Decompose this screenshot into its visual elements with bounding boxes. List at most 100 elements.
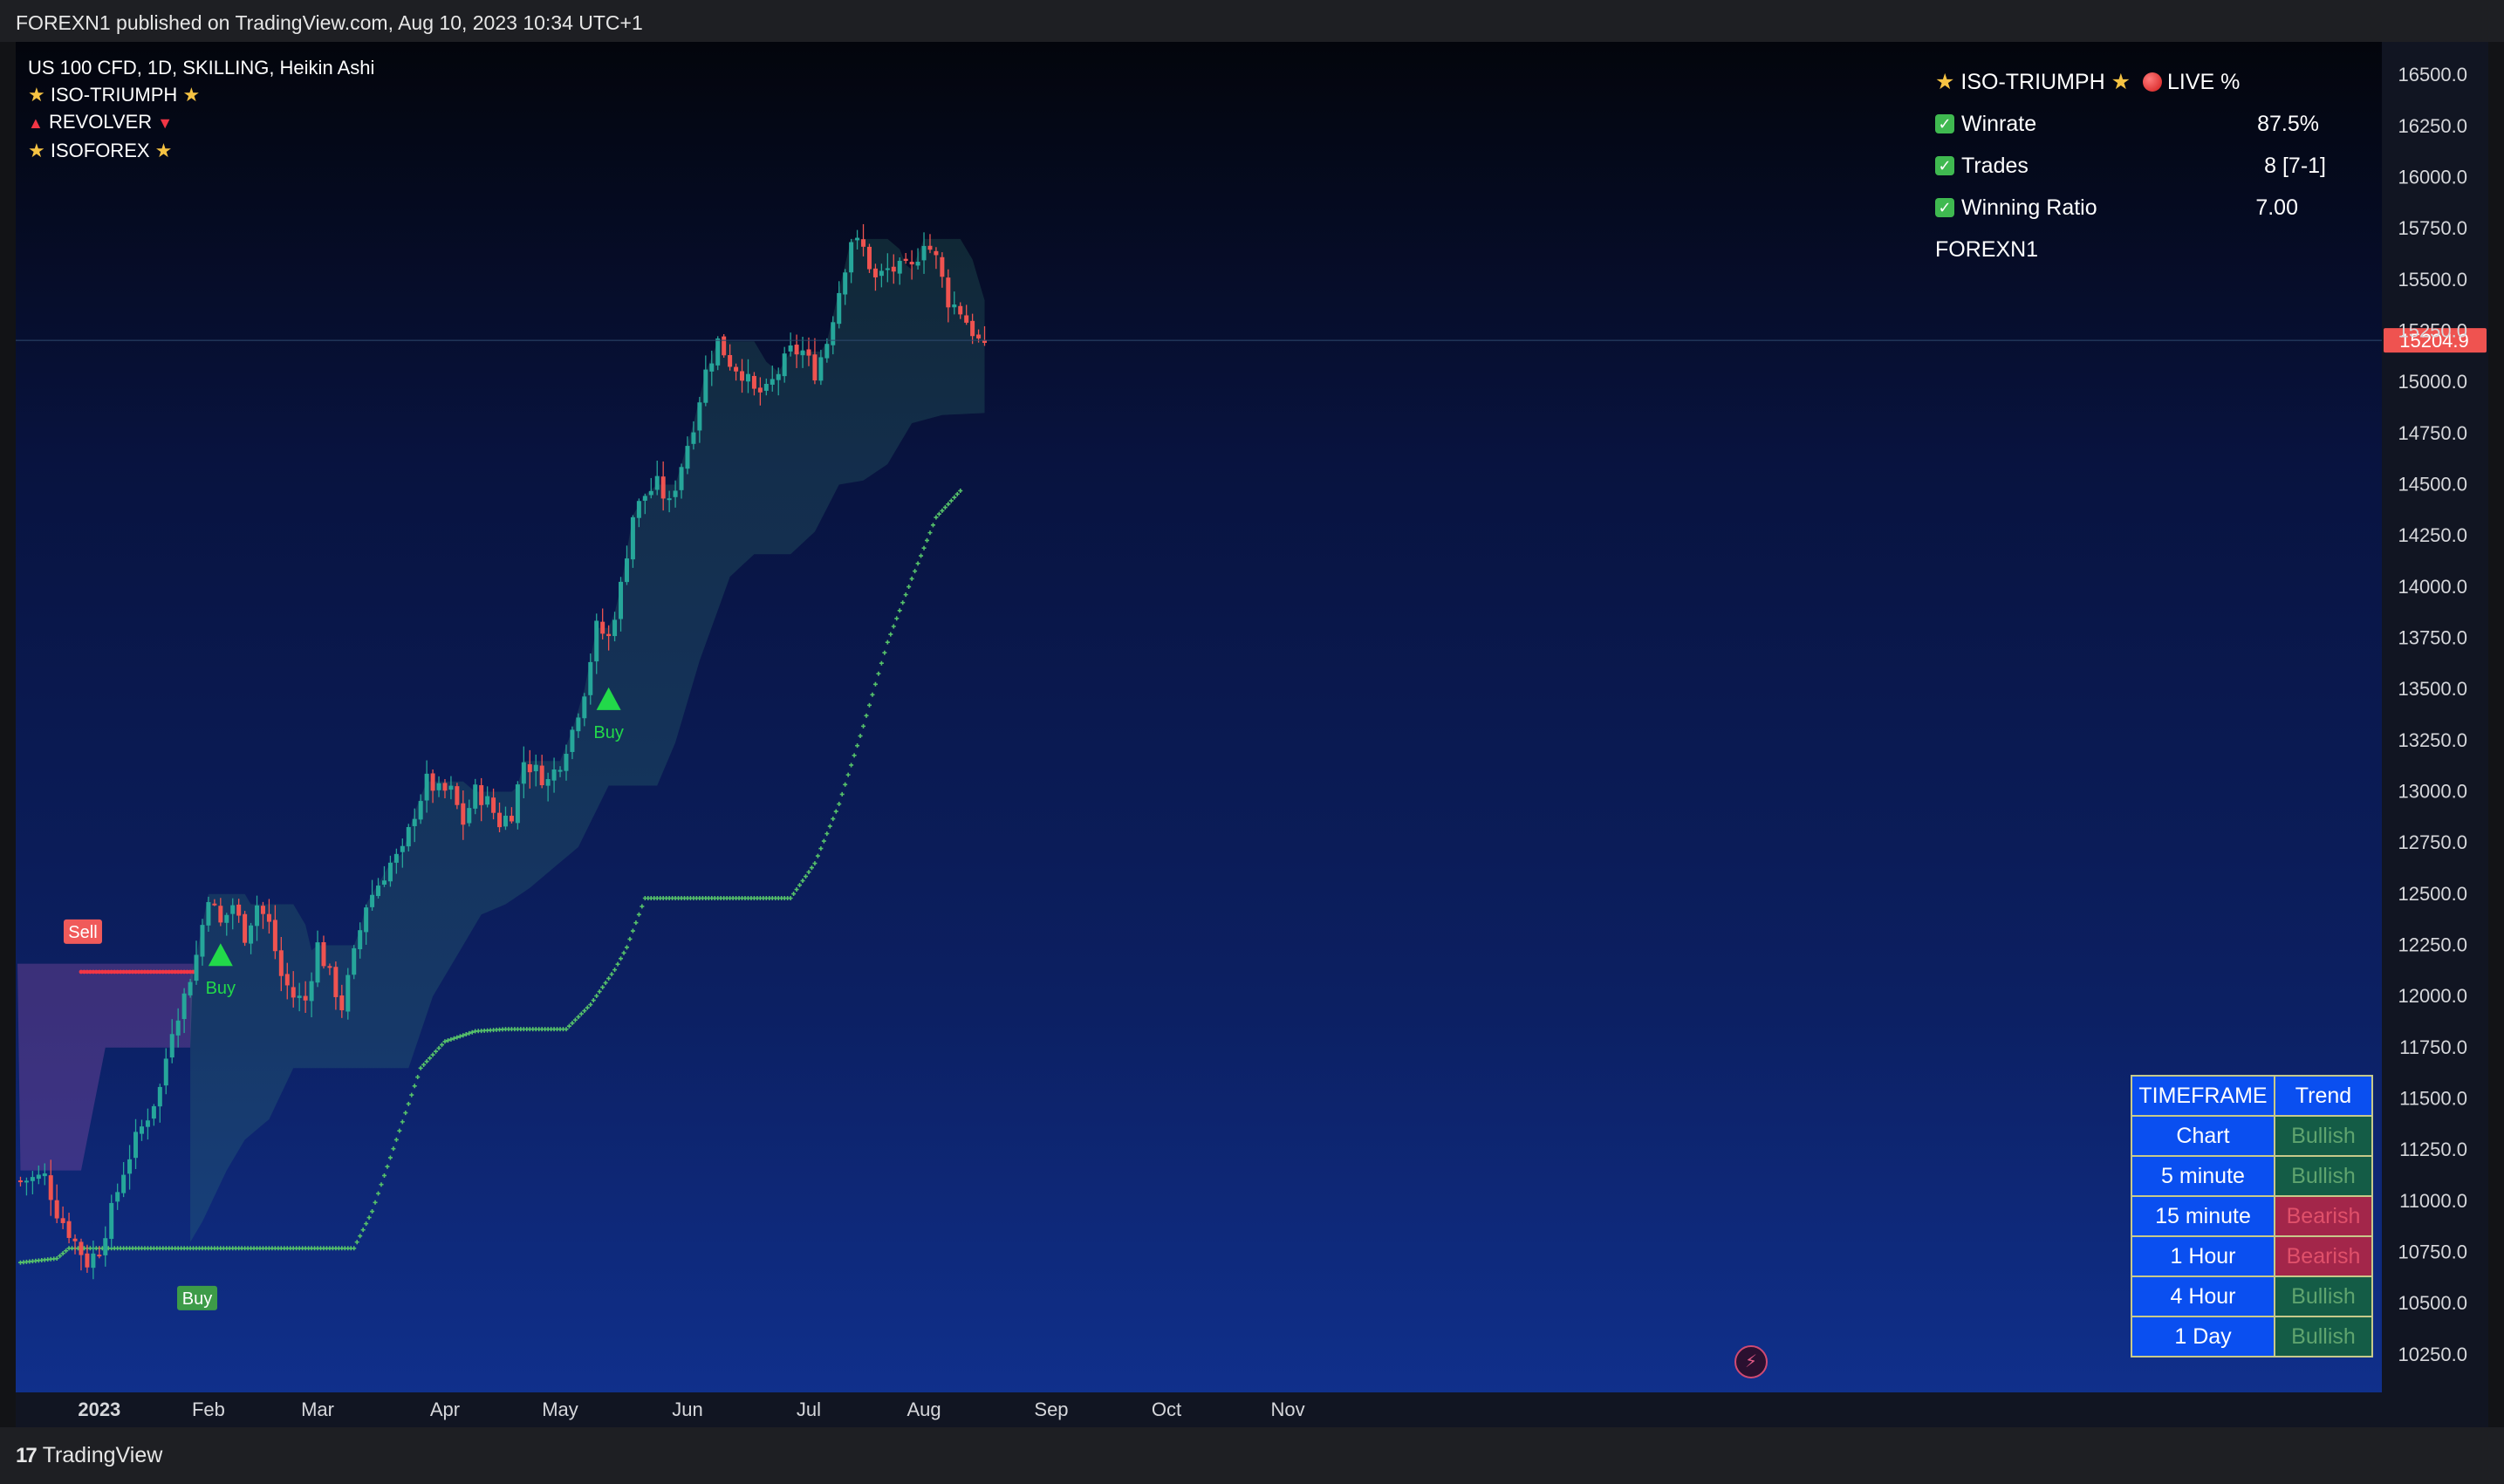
- long-stop-dot: [370, 1209, 375, 1214]
- y-tick-label: 13750.0: [2398, 626, 2467, 648]
- candle-body: [824, 344, 830, 359]
- candle-body: [284, 974, 290, 986]
- long-stop-dot: [606, 976, 612, 981]
- long-stop-dot: [424, 1059, 429, 1064]
- candle-body: [722, 336, 727, 356]
- y-tick-label: 11250.0: [2399, 1139, 2467, 1160]
- candle-body: [79, 1241, 84, 1255]
- candle-body: [619, 581, 624, 619]
- long-stop-dot: [845, 772, 851, 777]
- sell-stop-dot: [142, 969, 147, 975]
- price-chart[interactable]: 15204.9 16500.0 16250.0 16000.0 15750.0 15500…: [16, 42, 2488, 1427]
- y-tick-label: 14500.0: [2398, 473, 2467, 495]
- long-stop-dot: [806, 870, 811, 875]
- candle-body: [763, 383, 769, 391]
- sell-stop-dot: [79, 969, 84, 975]
- long-stop-dot: [897, 608, 902, 613]
- candle-body: [442, 783, 448, 791]
- price-axis: [2382, 42, 2488, 1427]
- x-tick-label: Apr: [430, 1399, 460, 1420]
- chart-panel[interactable]: 15204.9 16500.0 16250.0 16000.0 15750.0 15500…: [16, 42, 2488, 1427]
- star-icon: ★: [182, 84, 201, 106]
- candle-body: [48, 1175, 53, 1200]
- candle-body: [272, 920, 277, 952]
- check-icon: ✓: [1935, 114, 1954, 133]
- long-stop-dot: [861, 723, 866, 728]
- candle-body: [697, 402, 702, 431]
- long-stop-dot: [839, 791, 845, 797]
- x-tick-label: Sep: [1034, 1399, 1068, 1420]
- candle-body: [564, 754, 569, 771]
- long-stop-dot: [442, 1039, 448, 1044]
- long-stop-dot: [952, 495, 957, 500]
- brand-name: TradingView: [42, 1443, 163, 1467]
- long-stop-dot: [619, 956, 624, 961]
- long-stop-dot: [636, 912, 641, 917]
- symbol-line[interactable]: US 100 CFD, 1D, SKILLING, Heikin Ashi: [28, 57, 375, 79]
- candle-body: [17, 1180, 23, 1183]
- tradingview-logo[interactable]: 17 TradingView: [16, 1443, 162, 1468]
- long-stop-dot: [624, 945, 629, 950]
- candle-body: [260, 906, 265, 914]
- candle-body: [909, 262, 914, 265]
- long-stop-dot: [609, 972, 614, 977]
- candle-body: [667, 498, 672, 501]
- candle-body: [872, 268, 878, 277]
- y-tick-label: 14250.0: [2398, 524, 2467, 546]
- sell-stop-dot: [161, 969, 166, 975]
- long-stop-dot: [461, 1033, 466, 1038]
- tf-cell: 1 Hour: [2131, 1235, 2275, 1277]
- stats-author: FOREXN1: [1935, 236, 2039, 262]
- stats-title: ISO-TRIUMPH: [1960, 69, 2105, 94]
- time-axis: [16, 1392, 2488, 1427]
- long-stop-dot: [885, 639, 890, 645]
- candle-body: [224, 914, 229, 923]
- long-stop-dot: [927, 530, 933, 536]
- sell-stop-dot: [130, 969, 135, 975]
- x-tick-label: Aug: [907, 1399, 941, 1420]
- candle-body: [600, 621, 605, 634]
- candle-body: [788, 345, 793, 352]
- candle-body: [745, 373, 750, 382]
- candle-body: [685, 446, 690, 469]
- long-stop-dot: [603, 981, 608, 986]
- long-stop-dot: [894, 616, 900, 621]
- long-stop-dot: [948, 498, 954, 503]
- candle-body: [127, 1159, 133, 1174]
- y-tick-label: 16000.0: [2398, 166, 2467, 188]
- long-stop-dot: [440, 1043, 444, 1048]
- sell-stop-dot: [115, 969, 120, 975]
- candle-body: [473, 784, 478, 809]
- buy-triangle-icon: [596, 687, 621, 710]
- candle-body: [982, 339, 988, 343]
- candle-body: [333, 967, 339, 997]
- long-stop-dot: [430, 1052, 435, 1057]
- candle-body: [485, 796, 490, 805]
- candle-body: [297, 995, 302, 998]
- long-stop-dot: [891, 624, 896, 629]
- long-stop-dot: [354, 1240, 359, 1245]
- sell-stop-dot: [175, 969, 181, 975]
- legend-item-revolver[interactable]: ▲ REVOLVER ▼: [28, 108, 374, 137]
- long-stop-dot: [591, 998, 596, 1003]
- long-stop-dot: [594, 994, 599, 999]
- candle-body: [630, 516, 635, 560]
- legend-item-isoforex[interactable]: ★ ISOFOREX ★: [28, 137, 374, 164]
- long-stop-dot: [866, 702, 872, 708]
- last-price-label: 15204.9: [2399, 330, 2469, 352]
- live-label: LIVE %: [2167, 69, 2241, 94]
- long-stop-dot: [879, 660, 884, 666]
- candle-body: [436, 783, 441, 790]
- candle-body: [291, 987, 296, 998]
- long-stop-dot: [852, 753, 857, 758]
- legend-item-iso-triumph[interactable]: ★ ISO-TRIUMPH ★: [28, 81, 374, 108]
- candle-body: [424, 773, 429, 801]
- candle-body: [85, 1253, 90, 1268]
- candle-body: [660, 476, 666, 499]
- long-stop-dot: [788, 896, 793, 901]
- long-stop-dot: [412, 1084, 417, 1089]
- buy-signal-label: Buy: [206, 979, 236, 998]
- candle-body: [54, 1200, 59, 1219]
- lightning-icon[interactable]: ⚡: [1734, 1345, 1768, 1378]
- candle-body: [934, 250, 939, 256]
